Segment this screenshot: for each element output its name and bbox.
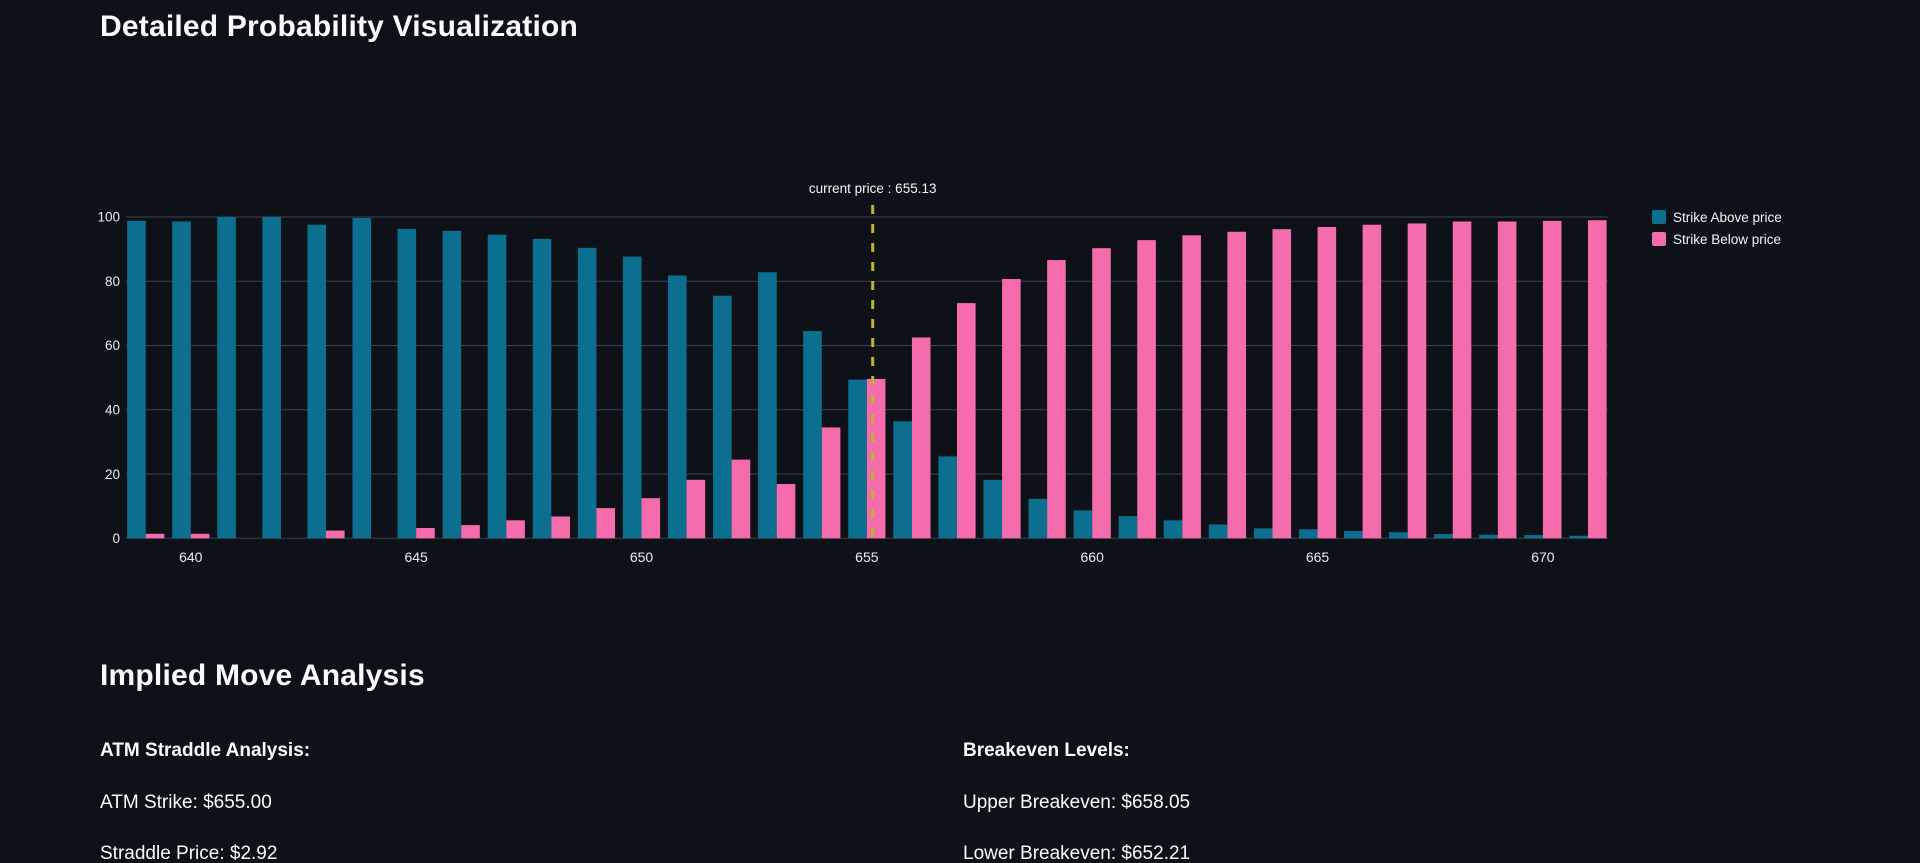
- legend-label-strike-below: Strike Below price: [1673, 231, 1782, 247]
- bar-strike-below: [866, 378, 886, 539]
- plot-area[interactable]: 0 20 40 60 80 100 640 645 650 655 660 665 670 current…: [0, 0, 1920, 600]
- bar-strike-below: [1092, 248, 1111, 539]
- y-tick-label: 100: [97, 210, 120, 225]
- chart-legend: Strike Above price Strike Below price: [1652, 206, 1782, 250]
- bar-strike-above: [217, 217, 236, 539]
- bar-strike-above: [1118, 516, 1138, 539]
- bar-strike-above: [1163, 520, 1183, 539]
- bar-strike-below: [506, 520, 525, 539]
- x-tick-label: 640: [179, 549, 203, 565]
- bar-strike-above: [487, 234, 507, 539]
- bar-strike-below: [641, 498, 661, 539]
- bar-strike-above: [397, 228, 417, 539]
- bar-strike-above: [442, 230, 462, 539]
- bar-strike-below: [461, 525, 480, 539]
- bar-strike-below: [731, 459, 751, 539]
- bar-strike-above: [532, 238, 552, 539]
- upper-breakeven-line: Upper Breakeven: $658.05: [963, 792, 1191, 813]
- x-tick-label: 660: [1081, 549, 1105, 565]
- bar-strike-below: [190, 533, 210, 539]
- bar-strike-below: [956, 303, 976, 539]
- bar-strike-below: [1497, 221, 1517, 539]
- bar-strike-above: [1479, 534, 1498, 539]
- bar-strike-below: [686, 479, 706, 539]
- bar-strike-below: [551, 516, 570, 539]
- bar-strike-above: [172, 221, 191, 539]
- bar-strike-below: [1137, 240, 1156, 539]
- legend-item-strike-below[interactable]: Strike Below price: [1652, 228, 1782, 250]
- bar-strike-above: [848, 379, 867, 539]
- bar-strike-below: [911, 337, 931, 539]
- bar-strike-below: [145, 533, 165, 539]
- bar-strike-below: [326, 530, 345, 539]
- x-tick-label: 650: [630, 549, 654, 565]
- atm-strike-line: ATM Strike: $655.00: [100, 792, 272, 813]
- atm-straddle-heading: ATM Straddle Analysis:: [100, 740, 311, 761]
- y-tick-label: 20: [105, 467, 120, 482]
- current-price-annotation: current price : 655.13: [809, 181, 937, 196]
- breakeven-heading: Breakeven Levels:: [963, 740, 1130, 761]
- bar-strike-above: [1298, 529, 1318, 539]
- x-tick-label: 670: [1531, 549, 1555, 565]
- bar-strike-above: [1344, 530, 1363, 539]
- bar-strike-below: [1047, 260, 1066, 539]
- bar-strike-below: [1227, 231, 1247, 539]
- lower-breakeven-line: Lower Breakeven: $652.21: [963, 843, 1191, 863]
- bar-strike-above: [1434, 534, 1453, 539]
- strike-above-swatch-icon: [1652, 210, 1666, 224]
- bar-strike-below: [1002, 279, 1021, 539]
- bar-strike-above: [1208, 524, 1228, 539]
- y-tick-label: 40: [105, 403, 120, 418]
- bar-strike-above: [1253, 528, 1273, 539]
- straddle-price-line: Straddle Price: $2.92: [100, 843, 278, 863]
- y-tick-label: 80: [105, 274, 120, 289]
- bar-strike-below: [1452, 221, 1472, 539]
- x-tick-label: 665: [1306, 549, 1330, 565]
- bar-strike-above: [803, 331, 822, 539]
- bar-strike-above: [758, 272, 777, 539]
- bar-strike-below: [1182, 235, 1201, 539]
- bar-strike-above: [1389, 532, 1408, 539]
- bar-strike-above: [352, 217, 372, 539]
- probability-chart[interactable]: 0 20 40 60 80 100 640 645 650 655 660 665 670 current…: [0, 0, 1920, 600]
- page-title: Detailed Probability Visualization: [100, 10, 579, 43]
- section-title: Implied Move Analysis: [100, 659, 425, 692]
- bar-strike-below: [821, 427, 841, 539]
- bar-strike-above: [622, 256, 642, 539]
- bar-strike-above: [1028, 498, 1048, 539]
- bar-strike-above: [577, 247, 597, 539]
- legend-item-strike-above[interactable]: Strike Above price: [1652, 206, 1782, 228]
- legend-label-strike-above: Strike Above price: [1673, 209, 1782, 225]
- bar-strike-above: [983, 479, 1003, 539]
- bar-strike-above: [1073, 510, 1093, 539]
- x-tick-label: 645: [404, 549, 428, 565]
- bar-strike-above: [938, 456, 957, 539]
- bar-strike-below: [416, 528, 435, 539]
- x-tick-label: 655: [855, 549, 879, 565]
- bar-strike-above: [893, 421, 912, 539]
- strike-below-swatch-icon: [1652, 232, 1666, 246]
- bar-strike-above: [1524, 535, 1543, 539]
- y-tick-label: 0: [112, 531, 120, 546]
- bar-strike-below: [1542, 220, 1562, 539]
- bar-strike-above: [667, 275, 687, 539]
- bar-strike-above: [307, 224, 327, 539]
- bar-strike-above: [1569, 535, 1588, 539]
- y-tick-label: 60: [105, 338, 120, 353]
- bar-strike-above: [127, 220, 146, 539]
- bar-strike-below: [1317, 226, 1337, 539]
- bar-strike-below: [1407, 223, 1427, 539]
- bar-strike-below: [596, 508, 616, 539]
- bar-strike-below: [776, 484, 796, 539]
- bar-strike-above: [713, 295, 732, 539]
- bar-strike-below: [1272, 229, 1292, 539]
- bar-strike-above: [262, 217, 281, 539]
- bar-strike-below: [1587, 220, 1607, 539]
- bar-strike-below: [1362, 224, 1382, 539]
